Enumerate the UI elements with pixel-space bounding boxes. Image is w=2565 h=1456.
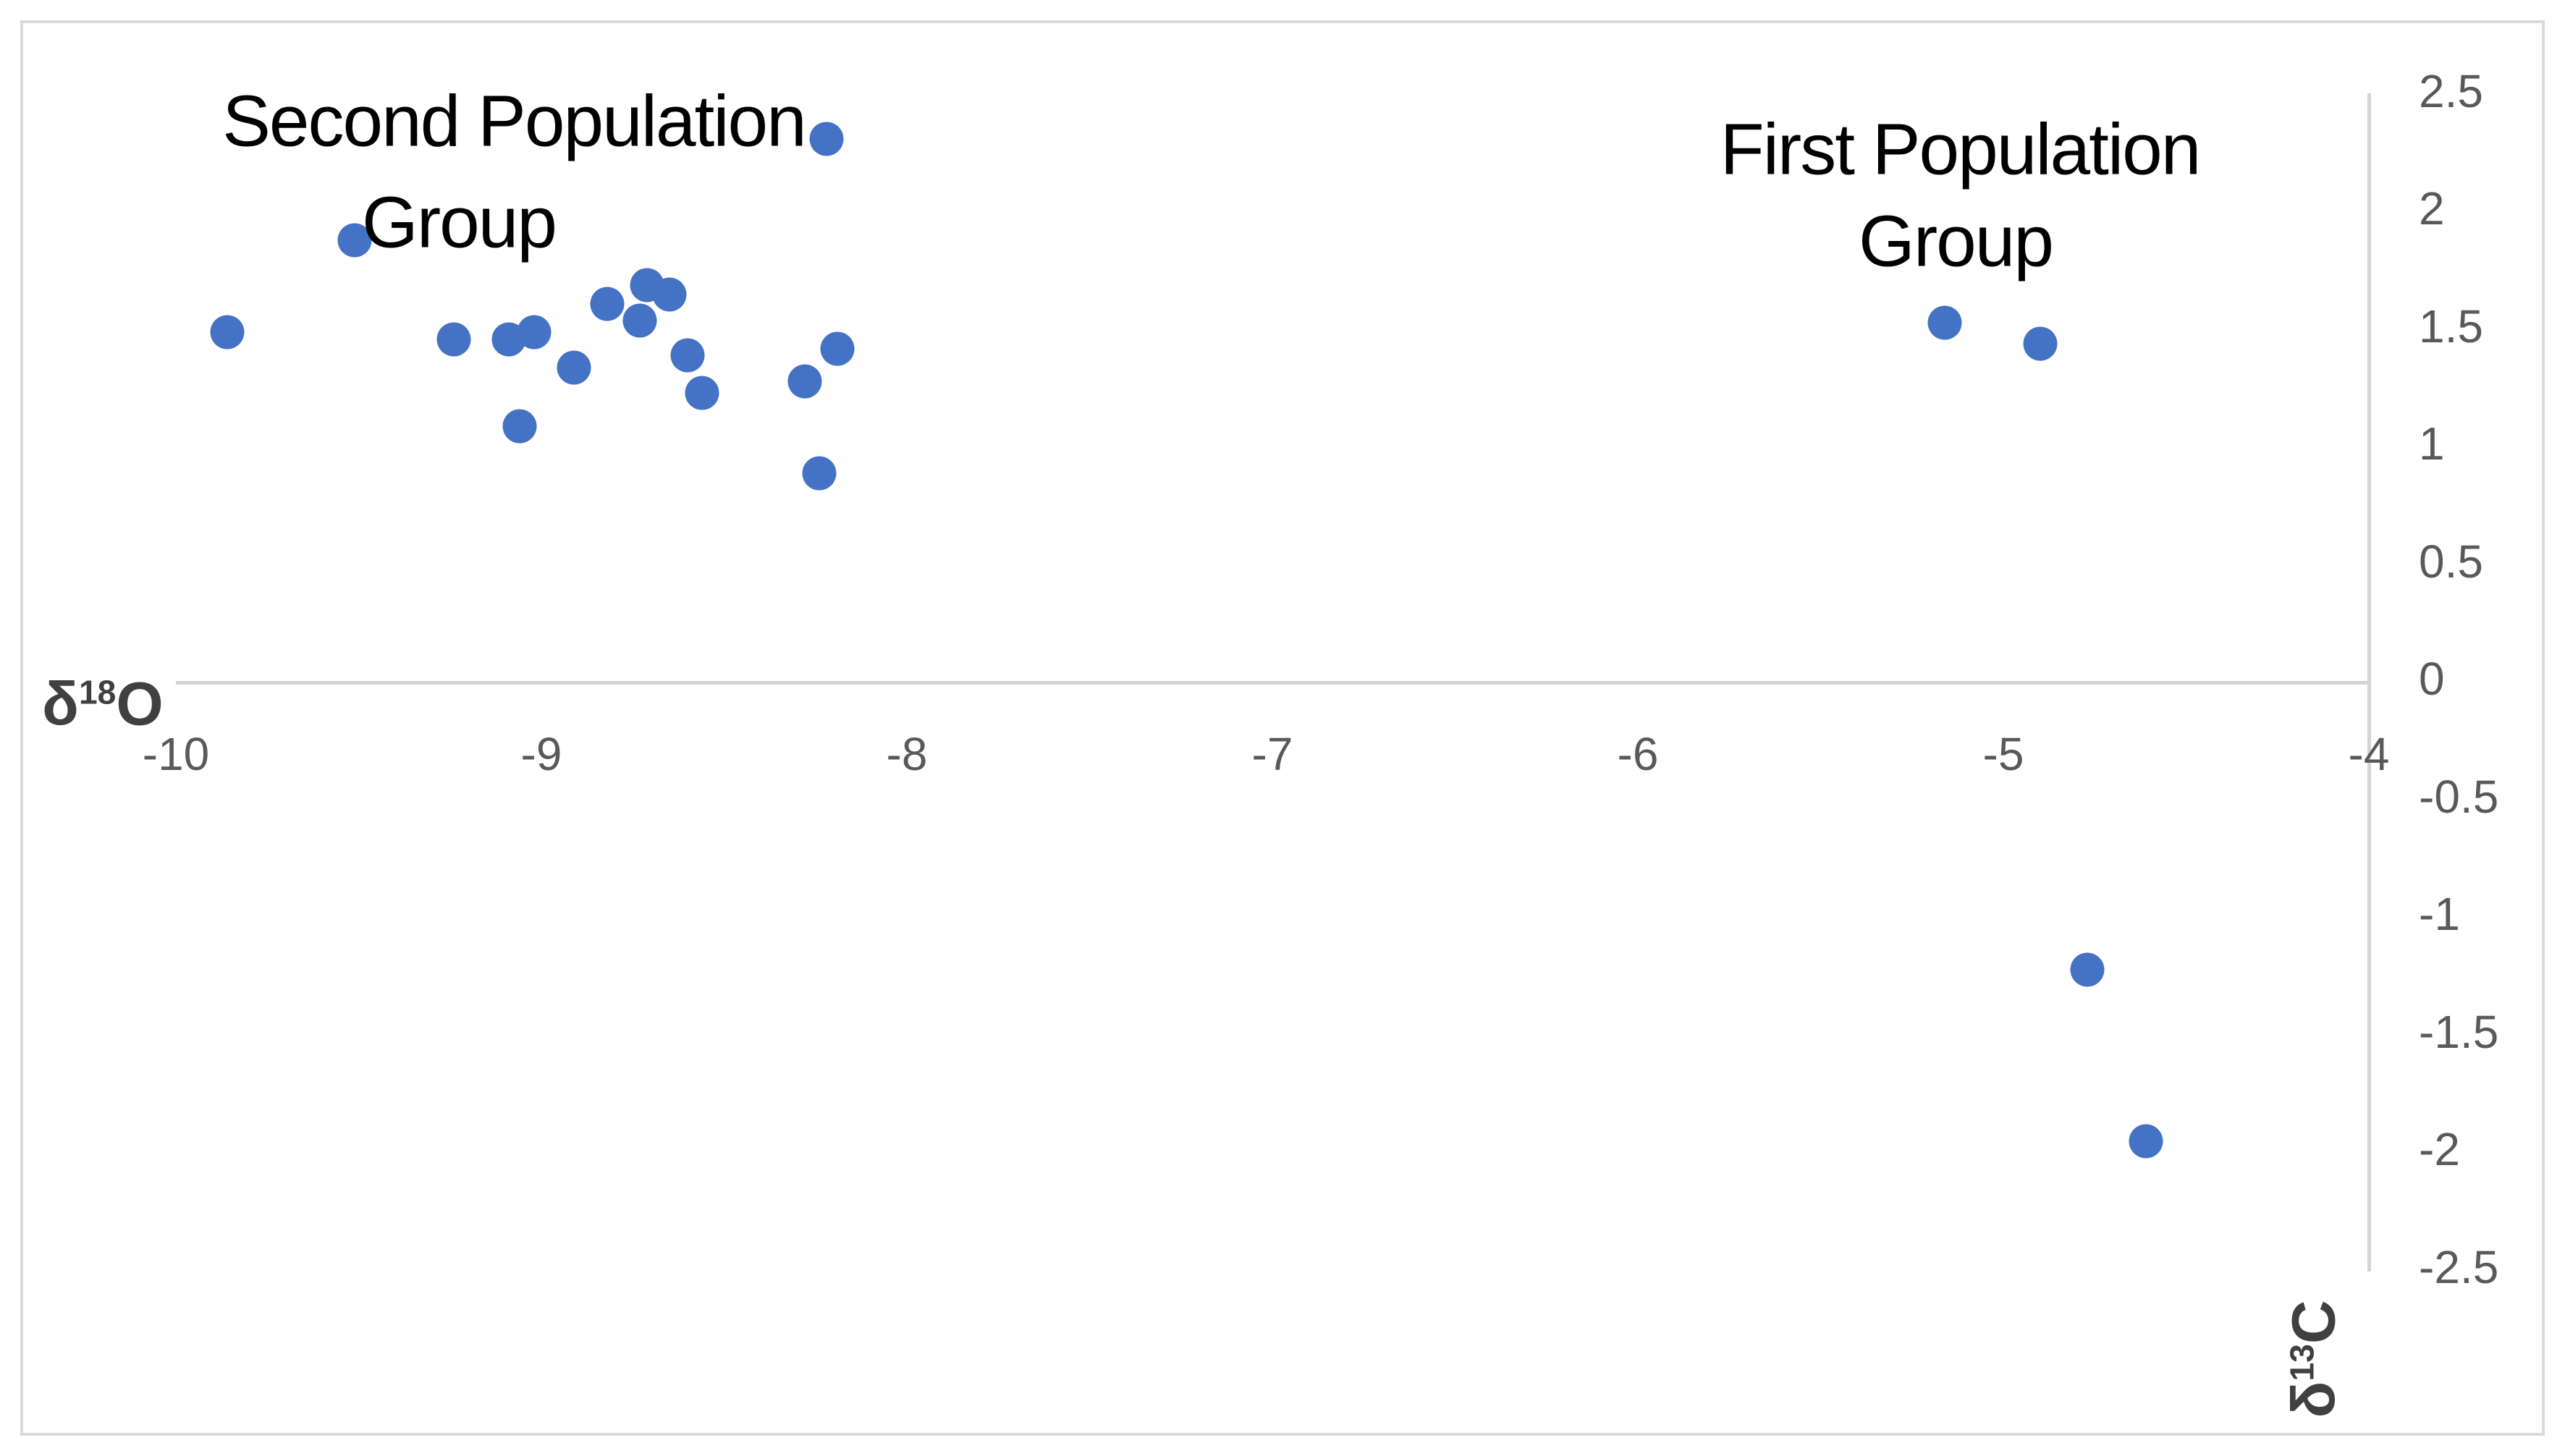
y-tick-label: 1 (2419, 418, 2445, 470)
data-point (652, 277, 687, 312)
x-tick-label: -6 (1617, 728, 1659, 780)
data-point (820, 331, 855, 365)
x-axis-line (176, 681, 2371, 685)
x-tick-label: -4 (2348, 728, 2390, 780)
data-point (557, 350, 591, 384)
data-point (590, 287, 625, 321)
x-tick-label: -5 (1982, 728, 2024, 780)
y-axis-title-element: C (2279, 1300, 2348, 1345)
y-tick-label: -2 (2419, 1123, 2460, 1175)
y-tick-label: 2.5 (2419, 64, 2483, 117)
y-axis-title: δ13C (2279, 1300, 2349, 1418)
data-point (210, 315, 245, 350)
data-point (517, 315, 552, 350)
y-tick-label: -2.5 (2419, 1240, 2499, 1293)
y-axis-line (2367, 93, 2371, 1271)
data-point (2023, 326, 2057, 361)
x-tick-label: -10 (142, 728, 210, 780)
x-axis-title-symbol: δ (42, 669, 79, 738)
y-tick-label: -1.5 (2419, 1005, 2499, 1058)
annotation-second-population-line1: Second Population (222, 80, 807, 162)
y-tick-label: -0.5 (2419, 770, 2499, 823)
data-point (809, 122, 844, 156)
y-tick-label: 0.5 (2419, 535, 2483, 588)
y-tick-label: 0 (2419, 653, 2445, 705)
x-tick-label: -7 (1251, 728, 1293, 780)
y-tick-label: 2 (2419, 182, 2445, 234)
data-point (670, 338, 705, 373)
y-axis-title-superscript: 13 (2283, 1344, 2321, 1381)
x-axis-title-element: O (116, 669, 164, 738)
y-axis-title-symbol: δ (2279, 1381, 2348, 1418)
x-tick-label: -8 (886, 728, 928, 780)
x-tick-label: -9 (520, 728, 562, 780)
data-point (502, 409, 537, 444)
x-axis-title-superscript: 18 (78, 673, 117, 711)
data-point (622, 303, 657, 337)
annotation-second-population-line2: Group (362, 182, 557, 263)
data-point (337, 223, 372, 258)
data-point (2070, 952, 2105, 986)
data-point (787, 364, 822, 399)
x-axis-title: δ18O (42, 669, 164, 740)
data-point (802, 456, 837, 491)
y-tick-label: 1.5 (2419, 300, 2483, 352)
annotation-first-population-line1: First Population (1720, 109, 2202, 190)
data-point (685, 376, 719, 410)
annotation-first-population-line2: Group (1859, 200, 2054, 282)
data-point (436, 322, 471, 356)
y-tick-label: -1 (2419, 888, 2460, 940)
data-point (1927, 305, 1962, 340)
data-point (2129, 1124, 2163, 1159)
chart-frame (20, 20, 2545, 1436)
